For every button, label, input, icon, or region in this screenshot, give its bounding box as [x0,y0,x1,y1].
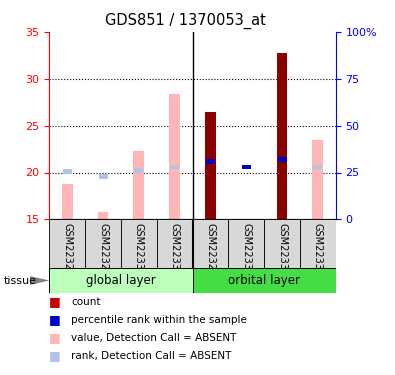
Text: GSM22331: GSM22331 [134,223,144,276]
Text: ■: ■ [49,332,61,344]
Bar [121,219,157,268]
Bar [193,219,228,268]
Text: count: count [71,297,101,307]
Polygon shape [30,276,49,285]
Bar [134,168,143,173]
Bar [312,140,323,219]
Text: GSM22333: GSM22333 [277,223,287,276]
Text: rank, Detection Call = ABSENT: rank, Detection Call = ABSENT [71,351,231,361]
Text: ■: ■ [49,314,61,326]
Bar [85,219,121,268]
Text: GSM22328: GSM22328 [98,223,108,276]
Bar [62,184,73,219]
Bar [99,174,107,178]
Bar [205,112,216,219]
Bar [49,268,193,292]
Bar [98,212,109,219]
Bar [300,219,336,268]
Bar [276,53,288,219]
Text: ■: ■ [49,296,61,308]
Text: tissue: tissue [4,276,37,285]
Bar [242,165,251,169]
Text: GSM22334: GSM22334 [313,223,323,276]
Bar [264,219,300,268]
Text: GSM22332: GSM22332 [170,223,180,276]
Bar [134,151,144,219]
Bar [206,159,215,164]
Bar [313,165,322,169]
Bar [228,219,264,268]
Text: ■: ■ [49,350,61,362]
Text: GSM22327: GSM22327 [62,223,72,276]
Bar [169,94,180,219]
Bar [170,165,179,169]
Text: GDS851 / 1370053_at: GDS851 / 1370053_at [105,13,266,29]
Bar [193,268,336,292]
Text: global layer: global layer [86,274,156,287]
Text: GSM22330: GSM22330 [241,223,251,276]
Text: percentile rank within the sample: percentile rank within the sample [71,315,247,325]
Bar [278,157,286,162]
Text: GSM22329: GSM22329 [205,223,215,276]
Bar [63,169,72,174]
Bar [49,219,85,268]
Text: value, Detection Call = ABSENT: value, Detection Call = ABSENT [71,333,237,343]
Bar [157,219,193,268]
Text: orbital layer: orbital layer [228,274,300,287]
